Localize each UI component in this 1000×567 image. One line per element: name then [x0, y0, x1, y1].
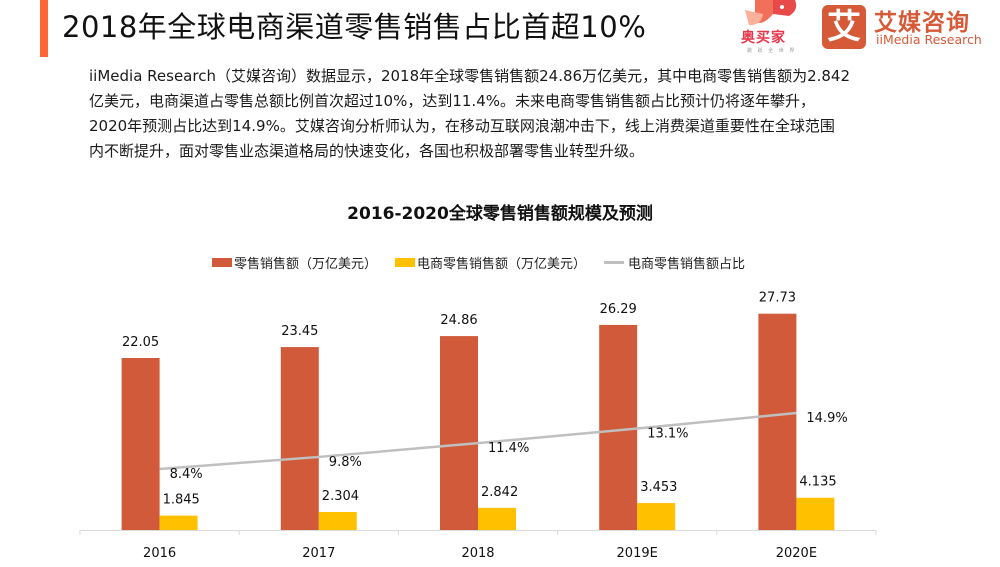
bar-ecommerce [478, 507, 516, 530]
legend-swatch-ecommerce [395, 258, 416, 267]
data-label-ecommerce: 4.135 [799, 475, 836, 490]
legend-item-ecommerce: 电商零售销售额（万亿美元） [395, 253, 586, 272]
body-line: iiMedia Research（艾媒咨询）数据显示，2018年全球零售销售额2… [89, 67, 851, 85]
data-label-ecommerce: 2.304 [322, 489, 359, 504]
chart-plot-area: 22.05 1.845 2016 23.45 2.304 2017 24.86 2.842 20… [79, 291, 877, 561]
data-label-ecommerce: 2.842 [481, 485, 518, 500]
body-paragraph: iiMedia Research（艾媒咨询）数据显示，2018年全球零售销售额2… [89, 64, 919, 164]
data-label-retail: 27.73 [759, 291, 796, 306]
data-label-ecommerce: 1.845 [163, 493, 200, 508]
imedia-logo: 艾 艾媒咨询 iiMedia Research [822, 5, 992, 50]
body-line: 亿美元，电商渠道占零售总额比例首次超过10%，达到11.4%。未来电商零售销售额… [89, 92, 815, 110]
legend-label-ecommerce: 电商零售销售额（万亿美元） [417, 257, 587, 272]
data-label-ecommerce: 3.453 [640, 480, 677, 495]
x-tick-label: 2020E [776, 546, 817, 561]
imedia-name-cn: 艾媒咨询 [874, 10, 970, 36]
x-tick-label: 2019E [617, 546, 658, 561]
chart-title: 2016-2020全球零售销售额规模及预测 [347, 204, 653, 224]
legend-label-retail: 零售销售额（万亿美元） [234, 257, 378, 272]
data-label-share: 9.8% [329, 455, 362, 470]
x-tick-label: 2016 [143, 546, 176, 561]
x-tick-label: 2018 [461, 546, 494, 561]
imedia-name-en: iiMedia Research [876, 32, 982, 47]
title-accent-bar [40, 0, 48, 57]
data-label-retail: 23.45 [281, 324, 318, 339]
aomaijia-tagline: 跳 跃 全 世 界 [747, 48, 797, 54]
data-label-share: 8.4% [170, 467, 203, 482]
bar-retail [121, 358, 160, 530]
data-label-share: 11.4% [488, 441, 529, 456]
bird-icon [745, 0, 797, 26]
data-label-share: 14.9% [806, 411, 847, 426]
data-label-share: 13.1% [647, 427, 688, 442]
legend-label-share: 电商零售销售额占比 [628, 257, 746, 272]
data-label-retail: 26.29 [600, 302, 637, 317]
imedia-mark-icon: 艾 [822, 5, 866, 49]
bar-retail [280, 347, 319, 530]
body-line: 内不断提升，面对零售业态渠道格局的快速变化，各国也积极部署零售业转型升级。 [89, 142, 645, 160]
bar-retail [758, 313, 797, 530]
x-tick-label: 2017 [302, 546, 335, 561]
body-line: 2020年预测占比达到14.9%。艾媒咨询分析师认为，在移动互联网浪潮冲击下，线… [89, 117, 835, 135]
line-ecommerce-share [159, 411, 797, 471]
data-label-retail: 24.86 [440, 313, 477, 328]
bar-ecommerce [637, 503, 676, 530]
bar-ecommerce [159, 515, 198, 530]
aomaijia-logo: 奥买家 跳 跃 全 世 界 [733, 0, 803, 60]
aomaijia-brand-text: 奥买家 [741, 30, 786, 46]
bar-ecommerce [318, 512, 357, 530]
page-title: 2018年全球电商渠道零售销售占比首超10% [62, 10, 647, 44]
bar-retail [599, 324, 638, 530]
bar-retail [440, 336, 478, 530]
legend-swatch-retail [212, 258, 232, 267]
legend-item-retail: 零售销售额（万亿美元） [212, 253, 377, 272]
legend-item-share: 电商零售销售额占比 [604, 253, 745, 272]
chart-legend: 零售销售额（万亿美元） 电商零售销售额（万亿美元） 电商零售销售额占比 [212, 253, 763, 272]
data-label-retail: 22.05 [122, 335, 159, 350]
bar-ecommerce [796, 497, 835, 530]
legend-swatch-share [604, 261, 625, 264]
